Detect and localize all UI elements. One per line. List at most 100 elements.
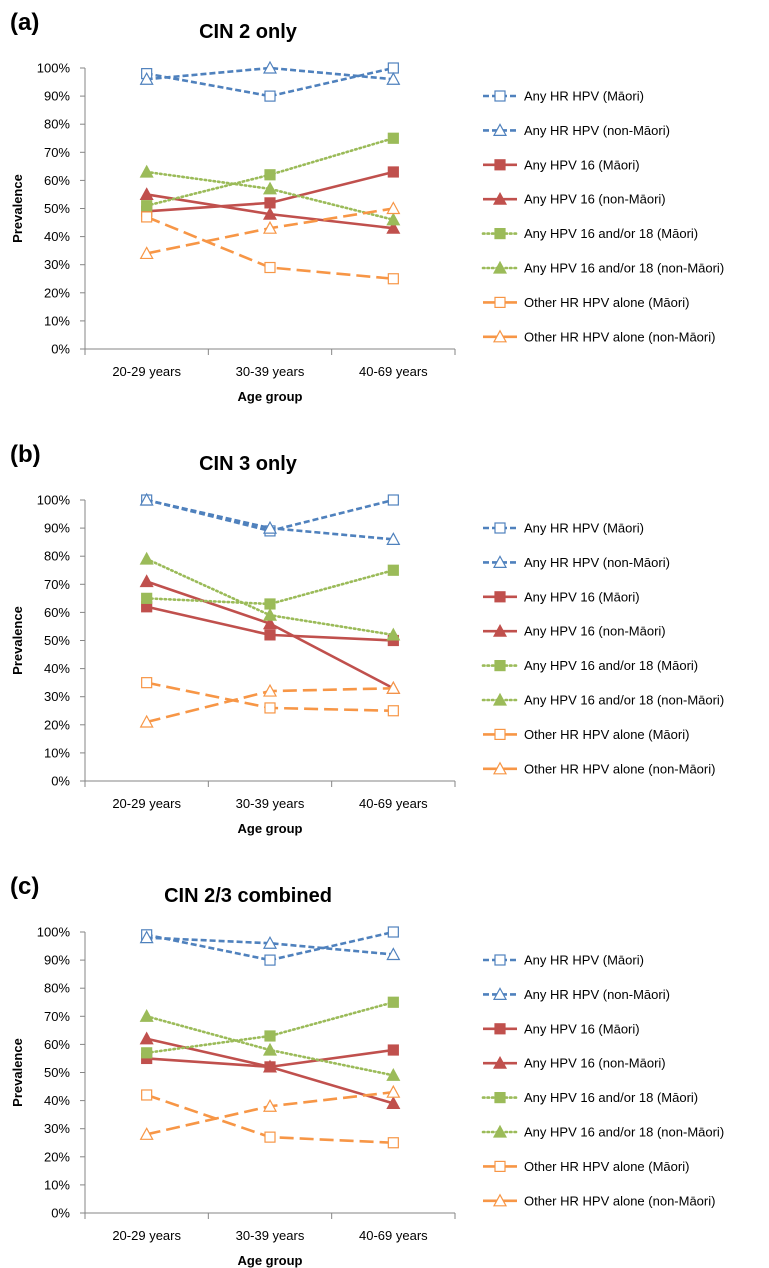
legend-entry-label: Any HR HPV (non-Māori)	[524, 987, 670, 1002]
data-point-marker	[386, 212, 401, 226]
legend-entry-label: Any HPV 16 and/or 18 (non-Māori)	[524, 261, 724, 276]
legend-entry-label: Any HPV 16 and/or 18 (Māori)	[524, 1090, 698, 1105]
legend-entry-label: Other HR HPV alone (Māori)	[524, 1159, 689, 1174]
y-tick-label: 20%	[44, 1149, 70, 1164]
data-point-marker	[386, 1096, 401, 1110]
data-point-marker	[264, 954, 276, 966]
y-tick-label: 10%	[44, 1177, 70, 1192]
data-point-marker	[262, 220, 278, 234]
data-point-marker	[386, 681, 401, 694]
y-axis-title: Prevalence	[10, 606, 25, 675]
y-tick-label: 50%	[44, 633, 70, 648]
series-line-group	[139, 187, 401, 234]
legend-entry-label: Any HPV 16 (Māori)	[524, 157, 640, 172]
series-line-group	[139, 164, 401, 226]
legend-marker-swatch	[494, 1160, 506, 1173]
legend-marker-swatch	[492, 329, 508, 343]
chart-panel: (a) CIN 2 only 0% 10% 20% 30% 40% 50% 60% 70% 80% 9…	[10, 9, 724, 404]
y-tick-label: 90%	[44, 521, 70, 536]
legend-marker-swatch	[492, 555, 508, 569]
data-point-marker	[386, 627, 401, 641]
legend-entry-label: Other HR HPV alone (non-Māori)	[524, 1193, 715, 1208]
panel-label: (c)	[10, 873, 39, 900]
data-point-marker	[262, 520, 278, 534]
data-point-marker	[262, 683, 278, 697]
data-point-marker	[141, 1089, 153, 1101]
y-tick-label: 90%	[44, 89, 70, 104]
legend-marker-swatch	[494, 1023, 506, 1035]
series-line	[146, 66, 394, 81]
data-point-marker	[141, 200, 153, 212]
data-point-marker	[262, 935, 278, 949]
data-point-marker	[139, 1009, 154, 1022]
data-point-marker	[386, 1068, 401, 1081]
legend-entry-label: Any HPV 16 (Māori)	[524, 589, 640, 604]
y-axis-title: Prevalence	[10, 1038, 25, 1107]
data-point-marker	[139, 71, 154, 85]
legend-entry-label: Any HPV 16 and/or 18 (non-Māori)	[524, 1125, 724, 1140]
series-line-group	[141, 1089, 399, 1149]
data-point-marker	[387, 1137, 399, 1149]
x-tick-label: 20-29 years	[112, 796, 181, 811]
data-point-marker	[387, 705, 399, 717]
y-tick-label: 60%	[44, 1037, 70, 1052]
data-point-marker	[262, 1042, 278, 1056]
x-axis-title: Age group	[238, 821, 303, 836]
y-tick-label: 40%	[44, 661, 70, 676]
data-point-marker	[387, 494, 399, 506]
x-axis-title: Age group	[238, 1253, 303, 1268]
y-tick-label: 70%	[44, 577, 70, 592]
legend-marker-swatch	[494, 954, 506, 966]
y-tick-label: 100%	[37, 61, 71, 76]
series-line-group	[139, 492, 401, 545]
series-line	[146, 936, 394, 956]
data-point-marker	[264, 169, 276, 181]
data-point-marker	[386, 71, 401, 85]
data-point-marker	[387, 926, 399, 938]
legend-entry-label: Any HPV 16 and/or 18 (Māori)	[524, 226, 698, 241]
y-tick-label: 40%	[44, 229, 70, 244]
legend-entry-label: Other HR HPV alone (non-Māori)	[524, 329, 715, 344]
series-line-group	[141, 677, 399, 717]
legend-marker-swatch	[494, 228, 506, 240]
data-point-marker	[387, 166, 399, 178]
x-tick-label: 30-39 years	[236, 364, 305, 379]
legend-entry-label: Any HPV 16 and/or 18 (Māori)	[524, 658, 698, 673]
y-tick-label: 50%	[44, 201, 70, 216]
y-tick-label: 60%	[44, 605, 70, 620]
data-point-marker	[262, 607, 278, 621]
data-point-marker	[141, 211, 153, 223]
data-point-marker	[141, 592, 153, 604]
legend-marker-swatch	[494, 296, 506, 308]
series-line-group	[141, 564, 399, 610]
legend-entry-label: Any HPV 16 and/or 18 (non-Māori)	[524, 693, 724, 708]
data-point-marker	[139, 492, 154, 506]
x-tick-label: 20-29 years	[112, 1228, 181, 1243]
data-point-marker	[262, 1059, 278, 1073]
series-line-group	[139, 1084, 401, 1140]
y-axis-title: Prevalence	[10, 174, 25, 243]
series-line-group	[139, 1009, 401, 1081]
data-point-marker	[139, 714, 154, 728]
data-point-marker	[264, 702, 276, 714]
legend-entry-label: Any HPV 16 (non-Māori)	[524, 192, 666, 207]
series-line	[146, 930, 394, 962]
x-tick-label: 20-29 years	[112, 364, 181, 379]
data-point-marker	[264, 1131, 276, 1143]
series-line-group	[139, 681, 401, 728]
data-point-marker	[387, 996, 399, 1008]
x-axis-title: Age group	[238, 389, 303, 404]
y-tick-label: 30%	[44, 1121, 70, 1136]
y-tick-label: 100%	[37, 493, 71, 508]
chart-title: CIN 2/3 combined	[164, 885, 332, 907]
series-line-group	[139, 930, 401, 961]
legend-marker-swatch	[492, 692, 508, 706]
y-tick-label: 30%	[44, 689, 70, 704]
data-point-marker	[386, 201, 401, 215]
data-point-marker	[139, 187, 154, 201]
legend: Any HR HPV (Māori) Any HR HPV (non-Māori)…	[481, 521, 724, 776]
data-point-marker	[139, 1127, 154, 1140]
chart-title: CIN 2 only	[199, 21, 298, 43]
data-point-marker	[139, 930, 154, 944]
